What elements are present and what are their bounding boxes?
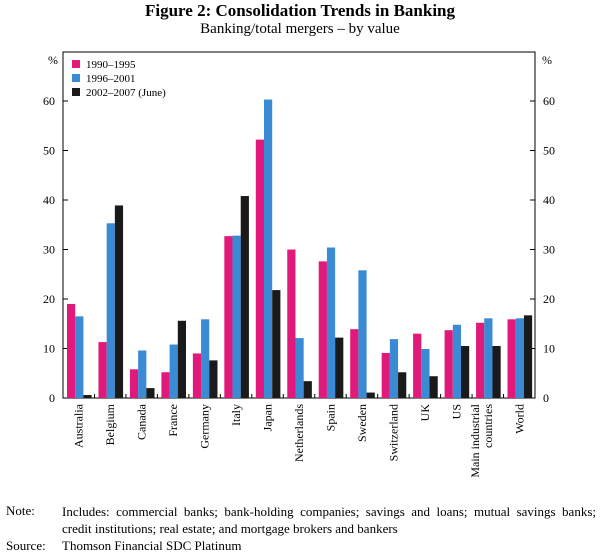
bar-japan-s1 xyxy=(255,139,264,399)
bar-germany-s1 xyxy=(192,353,202,398)
y-unit-left: % xyxy=(48,53,58,67)
legend-swatch xyxy=(72,88,80,96)
bar-australia-s3 xyxy=(83,395,92,398)
bar-sweden-s2 xyxy=(358,270,367,398)
bar-chart: 0 0 10 10 20 20 30 30 40 40 50 50 60 60 Australia Belg… xyxy=(43,51,555,478)
bar-world-s3 xyxy=(523,315,533,398)
x-category-label: Netherlands xyxy=(292,404,306,462)
y-tick-label-left: 50 xyxy=(43,144,55,158)
x-category-label: US xyxy=(449,404,463,419)
bar-main-industrial-countries-s1 xyxy=(476,322,485,398)
x-category-label: France xyxy=(166,404,180,437)
bar-us-s2 xyxy=(452,324,461,398)
y-tick-label-right: 20 xyxy=(543,292,555,306)
bar-canada-s2 xyxy=(138,350,147,398)
bar-world-s2 xyxy=(515,318,524,398)
bar-japan-s2 xyxy=(264,99,273,399)
bar-germany-s3 xyxy=(209,360,218,398)
y-tick-label-right: 60 xyxy=(543,94,555,108)
bar-sweden-s3 xyxy=(366,392,375,398)
x-category-label: Japan xyxy=(261,404,275,431)
bar-sweden-s1 xyxy=(350,329,359,398)
bar-france-s2 xyxy=(169,344,178,398)
chart-subtitle: Banking/total mergers – by value xyxy=(200,21,400,37)
bar-netherlands-s3 xyxy=(303,381,312,398)
y-tick-label-right: 30 xyxy=(543,243,555,257)
bar-spain-s1 xyxy=(318,261,327,398)
bar-belgium-s2 xyxy=(106,223,115,398)
legend-swatch xyxy=(72,60,80,68)
bar-italy-s3 xyxy=(240,196,249,398)
bar-italy-s2 xyxy=(232,235,241,398)
legend-label: 2002–2007 (June) xyxy=(86,87,166,99)
bar-australia-s2 xyxy=(75,316,84,398)
bar-spain-s3 xyxy=(335,337,344,398)
bar-netherlands-s1 xyxy=(287,249,296,398)
bar-japan-s3 xyxy=(272,290,281,398)
bar-switzerland-s2 xyxy=(389,339,399,398)
x-category-label: Germany xyxy=(198,404,212,449)
x-category-label: Italy xyxy=(229,404,243,426)
note-label: Note: xyxy=(6,503,35,518)
legend: 1990–1995 1996–2001 2002–2007 (June) xyxy=(72,59,166,99)
legend-label: 1996–2001 xyxy=(86,73,136,85)
y-tick-label-left: 20 xyxy=(43,292,55,306)
x-category-label: UK xyxy=(418,404,432,422)
bar-world-s1 xyxy=(507,319,516,398)
y-tick-label-left: 10 xyxy=(43,342,55,356)
bar-uk-s1 xyxy=(413,333,422,398)
y-tick-label-right: 10 xyxy=(543,342,555,356)
bar-canada-s3 xyxy=(146,388,155,398)
bar-main-industrial-countries-s3 xyxy=(492,346,501,398)
y-tick-label-left: 0 xyxy=(49,391,55,405)
y-tick-label-right: 0 xyxy=(543,391,549,405)
y-tick-label-right: 50 xyxy=(543,144,555,158)
bar-uk-s3 xyxy=(429,376,438,398)
bar-germany-s2 xyxy=(201,319,210,398)
note-text: Includes: commercial banks; bank-holding… xyxy=(62,504,596,536)
bar-netherlands-s2 xyxy=(295,338,304,398)
x-category-label: Spain xyxy=(324,404,338,431)
x-category-label: Sweden xyxy=(355,404,369,442)
bar-uk-s2 xyxy=(421,349,430,398)
y-unit-right: % xyxy=(542,53,552,67)
chart-notes: Note: Includes: commercial banks; bank-h… xyxy=(6,503,596,554)
bar-france-s3 xyxy=(177,320,186,398)
x-category-label: Main industrialcountries xyxy=(468,403,495,477)
bar-belgium-s1 xyxy=(98,342,107,398)
bar-canada-s1 xyxy=(129,369,139,398)
x-category-label: Belgium xyxy=(103,403,117,445)
bar-us-s1 xyxy=(444,330,453,398)
x-category-label: Switzerland xyxy=(386,404,400,461)
y-tick-label-right: 40 xyxy=(543,193,555,207)
bar-switzerland-s1 xyxy=(381,352,390,398)
source-text: Thomson Financial SDC Platinum xyxy=(62,538,242,553)
x-category-label: World xyxy=(512,404,526,434)
bar-australia-s1 xyxy=(67,303,76,398)
y-tick-label-left: 40 xyxy=(43,193,55,207)
y-tick-label-left: 60 xyxy=(43,94,55,108)
y-tick-label-left: 30 xyxy=(43,243,55,257)
bar-switzerland-s3 xyxy=(398,372,407,398)
legend-label: 1990–1995 xyxy=(86,59,136,71)
bar-main-industrial-countries-s2 xyxy=(484,318,493,398)
x-category-label: Canada xyxy=(135,403,149,440)
bar-us-s3 xyxy=(461,346,470,398)
source-label: Source: xyxy=(6,538,46,553)
legend-swatch xyxy=(72,74,80,82)
bar-spain-s2 xyxy=(326,247,336,398)
x-category-label: Australia xyxy=(72,403,86,448)
bar-france-s1 xyxy=(161,372,170,398)
bar-belgium-s3 xyxy=(114,205,124,398)
bar-italy-s1 xyxy=(224,236,233,398)
chart-title: Figure 2: Consolidation Trends in Bankin… xyxy=(144,1,456,20)
